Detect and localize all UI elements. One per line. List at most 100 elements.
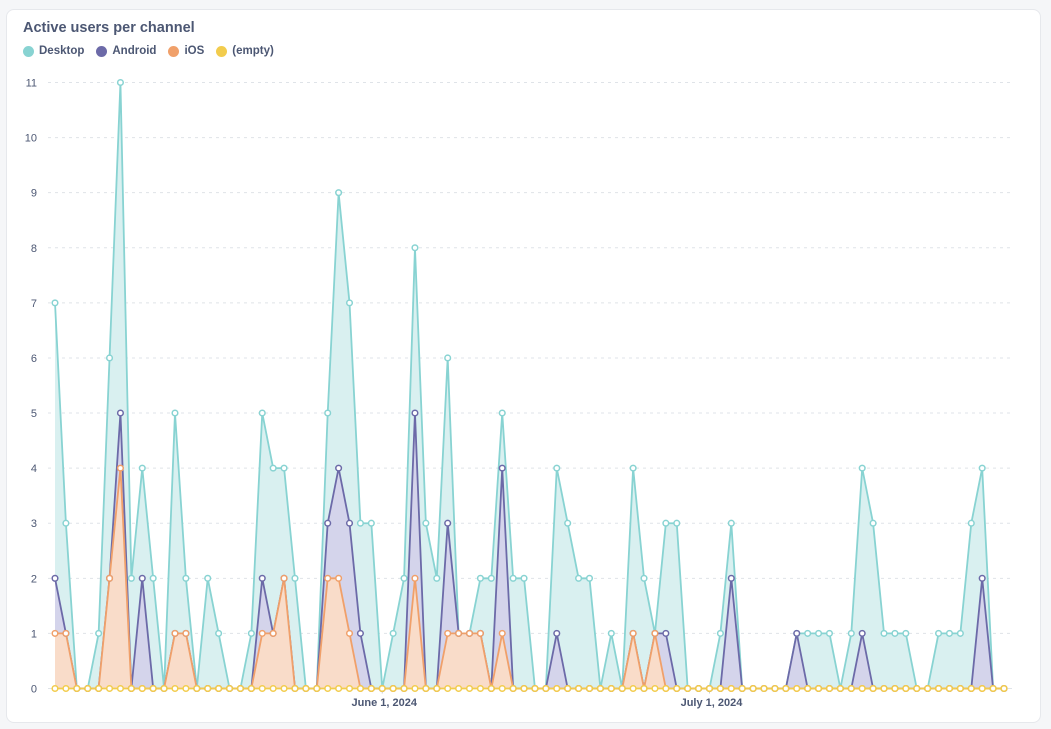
data-point[interactable] (520, 684, 528, 693)
data-point[interactable] (324, 519, 332, 527)
data-point[interactable] (498, 464, 506, 472)
data-point[interactable] (356, 684, 364, 693)
data-point[interactable] (345, 519, 354, 527)
data-point[interactable] (509, 684, 517, 693)
data-point[interactable] (727, 684, 735, 693)
data-point[interactable] (640, 684, 648, 693)
data-point[interactable] (444, 354, 452, 362)
data-point[interactable] (455, 629, 463, 637)
data-point[interactable] (673, 684, 681, 693)
data-point[interactable] (433, 684, 441, 693)
data-point[interactable] (651, 629, 659, 637)
data-point[interactable] (815, 684, 823, 693)
data-point[interactable] (749, 684, 757, 693)
data-point[interactable] (662, 684, 670, 693)
data-point[interactable] (782, 684, 790, 693)
data-point[interactable] (585, 684, 594, 693)
data-point[interactable] (836, 684, 844, 693)
data-point[interactable] (411, 409, 419, 417)
data-point[interactable] (378, 684, 386, 693)
data-point[interactable] (345, 629, 354, 637)
data-point[interactable] (258, 629, 266, 637)
data-point[interactable] (945, 629, 954, 637)
data-point[interactable] (335, 574, 343, 582)
data-point[interactable] (509, 574, 517, 582)
data-point[interactable] (51, 299, 59, 307)
data-point[interactable] (858, 464, 866, 472)
data-point[interactable] (629, 464, 637, 472)
data-point[interactable] (247, 684, 255, 693)
data-point[interactable] (902, 629, 910, 637)
data-point[interactable] (367, 684, 375, 693)
data-point[interactable] (302, 684, 310, 693)
data-point[interactable] (705, 684, 714, 693)
data-point[interactable] (171, 684, 179, 693)
data-point[interactable] (476, 629, 484, 637)
data-point[interactable] (727, 574, 735, 582)
data-point[interactable] (771, 684, 779, 693)
data-point[interactable] (869, 684, 877, 693)
data-point[interactable] (575, 574, 583, 582)
data-point[interactable] (444, 629, 452, 637)
data-point[interactable] (815, 629, 823, 637)
data-point[interactable] (716, 629, 724, 637)
data-point[interactable] (258, 409, 266, 417)
data-point[interactable] (956, 684, 964, 693)
data-point[interactable] (956, 629, 964, 637)
data-point[interactable] (62, 629, 70, 637)
data-point[interactable] (880, 629, 888, 637)
data-point[interactable] (727, 519, 735, 527)
data-point[interactable] (182, 574, 190, 582)
data-point[interactable] (553, 684, 561, 693)
data-point[interactable] (247, 629, 255, 637)
data-point[interactable] (913, 684, 921, 693)
data-point[interactable] (116, 464, 124, 472)
data-point[interactable] (225, 684, 234, 693)
data-point[interactable] (564, 684, 572, 693)
data-point[interactable] (607, 684, 615, 693)
data-point[interactable] (978, 684, 986, 693)
data-point[interactable] (335, 464, 343, 472)
data-point[interactable] (804, 684, 812, 693)
data-point[interactable] (95, 629, 103, 637)
data-point[interactable] (149, 574, 157, 582)
data-point[interactable] (935, 629, 943, 637)
data-point[interactable] (356, 629, 364, 637)
legend-item-ios[interactable]: iOS (168, 45, 204, 57)
data-point[interactable] (269, 629, 277, 637)
data-point[interactable] (967, 684, 975, 693)
data-point[interactable] (891, 684, 899, 693)
data-point[interactable] (793, 684, 801, 693)
data-point[interactable] (880, 684, 888, 693)
data-point[interactable] (258, 574, 266, 582)
data-point[interactable] (138, 574, 146, 582)
data-point[interactable] (651, 684, 659, 693)
data-point[interactable] (422, 684, 430, 693)
data-point[interactable] (553, 464, 561, 472)
data-point[interactable] (760, 684, 768, 693)
data-point[interactable] (585, 574, 594, 582)
legend-item-empty[interactable]: (empty) (216, 45, 274, 57)
data-point[interactable] (738, 684, 746, 693)
data-point[interactable] (204, 684, 212, 693)
data-point[interactable] (171, 409, 179, 417)
data-point[interactable] (215, 629, 223, 637)
data-point[interactable] (182, 684, 190, 693)
data-point[interactable] (444, 519, 452, 527)
data-point[interactable] (51, 629, 59, 637)
data-point[interactable] (51, 684, 59, 693)
data-point[interactable] (138, 684, 146, 693)
data-point[interactable] (62, 684, 70, 693)
data-point[interactable] (531, 684, 539, 693)
data-point[interactable] (967, 519, 975, 527)
data-point[interactable] (684, 684, 692, 693)
data-point[interactable] (498, 684, 506, 693)
data-point[interactable] (116, 409, 124, 417)
data-point[interactable] (313, 684, 321, 693)
data-point[interactable] (324, 574, 332, 582)
data-point[interactable] (945, 684, 954, 693)
data-point[interactable] (335, 684, 343, 693)
data-point[interactable] (662, 629, 670, 637)
data-point[interactable] (924, 684, 932, 693)
data-point[interactable] (662, 519, 670, 527)
